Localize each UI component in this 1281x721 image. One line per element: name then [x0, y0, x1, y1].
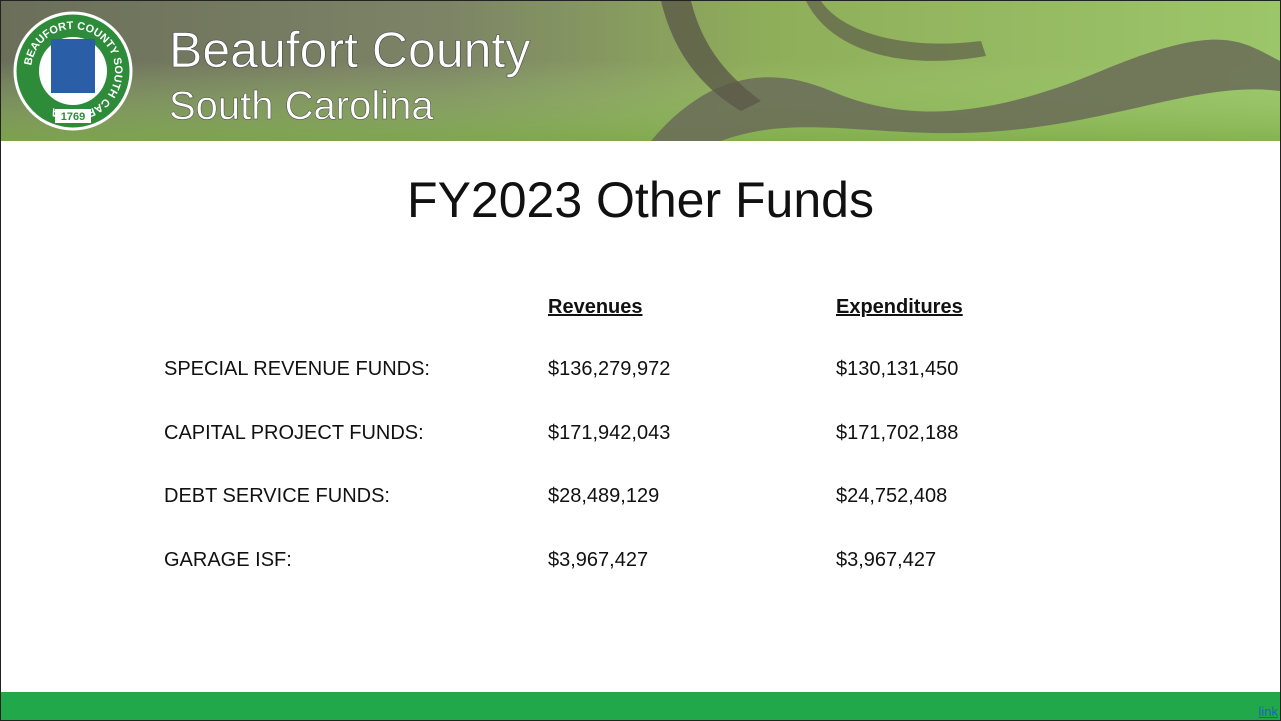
- column-header: Expenditures: [836, 296, 963, 318]
- row-label: SPECIAL REVENUE FUNDS:: [164, 358, 430, 380]
- amount: $171,702,188: [836, 421, 959, 444]
- header-subtitle: South Carolina: [169, 84, 434, 128]
- amount: $171,942,043: [548, 421, 671, 444]
- row-label: CAPITAL PROJECT FUNDS:: [164, 421, 424, 444]
- column-header: Revenues: [548, 296, 643, 318]
- amount: $3,967,427: [836, 548, 937, 571]
- header-banner: BEAUFORT COUNTY SOUTH CAROLINA 1769 Beau…: [1, 1, 1280, 141]
- header-title: Beaufort County: [169, 22, 530, 78]
- seal-year: 1769: [61, 111, 85, 123]
- amount: $130,131,450: [836, 358, 959, 380]
- slide-title: FY2023 Other Funds: [407, 172, 874, 228]
- amount: $28,489,129: [548, 485, 660, 507]
- footer-bar: link: [1, 692, 1280, 720]
- row-label: DEBT SERVICE FUNDS:: [164, 485, 390, 507]
- amount: $136,279,972: [548, 358, 671, 380]
- row-label: GARAGE ISF:: [164, 548, 292, 571]
- amount: $24,752,408: [836, 485, 948, 507]
- amount: $3,967,427: [548, 548, 649, 571]
- footer-link[interactable]: link: [1258, 704, 1278, 719]
